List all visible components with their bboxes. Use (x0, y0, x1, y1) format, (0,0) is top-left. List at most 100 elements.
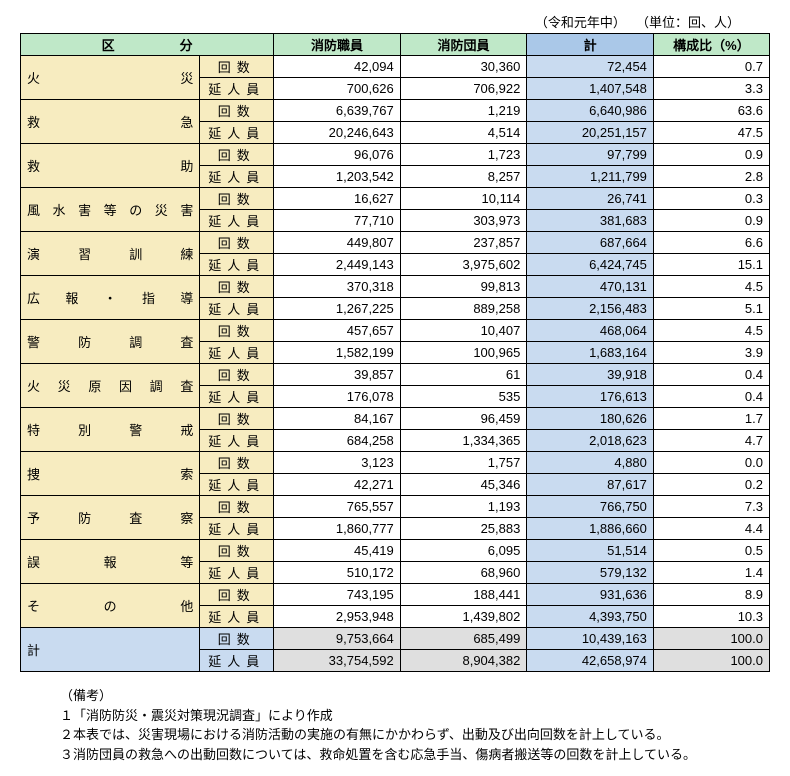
data-cell: 96,459 (400, 408, 527, 430)
data-cell: 457,657 (274, 320, 401, 342)
data-cell: 96,076 (274, 144, 401, 166)
header-col3: 計 (527, 34, 654, 56)
subrow-kaisu: 回数 (200, 496, 274, 518)
data-cell: 8,257 (400, 166, 527, 188)
category-cell: 火 災 原 因 調 査 (21, 364, 200, 408)
data-cell: 8.9 (653, 584, 769, 606)
subrow-nobe: 延人員 (200, 298, 274, 320)
subrow-nobe: 延人員 (200, 650, 274, 672)
data-cell: 3.3 (653, 78, 769, 100)
fire-stats-table: 区 分 消防職員 消防団員 計 構成比（%） 火 災回数42,09430,360… (20, 33, 770, 672)
data-cell: 0.4 (653, 386, 769, 408)
data-cell: 449,807 (274, 232, 401, 254)
subrow-nobe: 延人員 (200, 606, 274, 628)
data-cell: 176,078 (274, 386, 401, 408)
note-1: １「消防防災・震災対策現況調査」により作成 (60, 706, 770, 726)
data-cell: 0.5 (653, 540, 769, 562)
data-cell: 68,960 (400, 562, 527, 584)
data-cell: 72,454 (527, 56, 654, 78)
data-cell: 4,880 (527, 452, 654, 474)
subrow-kaisu: 回数 (200, 364, 274, 386)
data-cell: 2.8 (653, 166, 769, 188)
header-kubun: 区 分 (21, 34, 274, 56)
subrow-nobe: 延人員 (200, 430, 274, 452)
data-cell: 470,131 (527, 276, 654, 298)
data-cell: 889,258 (400, 298, 527, 320)
subrow-kaisu: 回数 (200, 540, 274, 562)
data-cell: 25,883 (400, 518, 527, 540)
data-cell: 1.4 (653, 562, 769, 584)
data-cell: 2,156,483 (527, 298, 654, 320)
data-cell: 4.4 (653, 518, 769, 540)
data-cell: 1,683,164 (527, 342, 654, 364)
subrow-nobe: 延人員 (200, 386, 274, 408)
notes-heading: （備考） (60, 686, 770, 706)
category-cell: 予 防 査 察 (21, 496, 200, 540)
header-col4: 構成比（%） (653, 34, 769, 56)
data-cell: 61 (400, 364, 527, 386)
data-cell: 33,754,592 (274, 650, 401, 672)
data-cell: 1,439,802 (400, 606, 527, 628)
data-cell: 6,640,986 (527, 100, 654, 122)
data-cell: 687,664 (527, 232, 654, 254)
data-cell: 15.1 (653, 254, 769, 276)
subrow-nobe: 延人員 (200, 210, 274, 232)
category-cell: 誤 報 等 (21, 540, 200, 584)
data-cell: 237,857 (400, 232, 527, 254)
data-cell: 1,757 (400, 452, 527, 474)
data-cell: 1,407,548 (527, 78, 654, 100)
data-cell: 1,219 (400, 100, 527, 122)
data-cell: 6,639,767 (274, 100, 401, 122)
subrow-kaisu: 回数 (200, 408, 274, 430)
category-cell: 計 (21, 628, 200, 672)
data-cell: 0.9 (653, 144, 769, 166)
data-cell: 303,973 (400, 210, 527, 232)
data-cell: 1,193 (400, 496, 527, 518)
subrow-kaisu: 回数 (200, 584, 274, 606)
data-cell: 39,857 (274, 364, 401, 386)
data-cell: 0.4 (653, 364, 769, 386)
subrow-kaisu: 回数 (200, 56, 274, 78)
data-cell: 1,334,365 (400, 430, 527, 452)
data-cell: 2,953,948 (274, 606, 401, 628)
data-cell: 1,267,225 (274, 298, 401, 320)
data-cell: 4.7 (653, 430, 769, 452)
data-cell: 370,318 (274, 276, 401, 298)
data-cell: 4.5 (653, 276, 769, 298)
data-cell: 1,582,199 (274, 342, 401, 364)
data-cell: 3,975,602 (400, 254, 527, 276)
data-cell: 77,710 (274, 210, 401, 232)
data-cell: 30,360 (400, 56, 527, 78)
data-cell: 45,419 (274, 540, 401, 562)
subrow-kaisu: 回数 (200, 232, 274, 254)
subrow-kaisu: 回数 (200, 276, 274, 298)
data-cell: 931,636 (527, 584, 654, 606)
data-cell: 1,211,799 (527, 166, 654, 188)
header-col1: 消防職員 (274, 34, 401, 56)
data-cell: 0.9 (653, 210, 769, 232)
period-note: （令和元年中） (535, 15, 620, 30)
data-cell: 10,114 (400, 188, 527, 210)
data-cell: 87,617 (527, 474, 654, 496)
data-cell: 42,658,974 (527, 650, 654, 672)
data-cell: 684,258 (274, 430, 401, 452)
data-cell: 4,393,750 (527, 606, 654, 628)
data-cell: 1,203,542 (274, 166, 401, 188)
data-cell: 510,172 (274, 562, 401, 584)
data-cell: 176,613 (527, 386, 654, 408)
subrow-nobe: 延人員 (200, 474, 274, 496)
subrow-kaisu: 回数 (200, 628, 274, 650)
data-cell: 63.6 (653, 100, 769, 122)
category-cell: そ の 他 (21, 584, 200, 628)
data-cell: 766,750 (527, 496, 654, 518)
data-cell: 5.1 (653, 298, 769, 320)
data-cell: 16,627 (274, 188, 401, 210)
data-cell: 6,095 (400, 540, 527, 562)
subrow-kaisu: 回数 (200, 452, 274, 474)
category-cell: 広 報 ・ 指 導 (21, 276, 200, 320)
category-cell: 救 急 (21, 100, 200, 144)
subrow-nobe: 延人員 (200, 518, 274, 540)
data-cell: 706,922 (400, 78, 527, 100)
data-cell: 20,246,643 (274, 122, 401, 144)
data-cell: 100.0 (653, 650, 769, 672)
